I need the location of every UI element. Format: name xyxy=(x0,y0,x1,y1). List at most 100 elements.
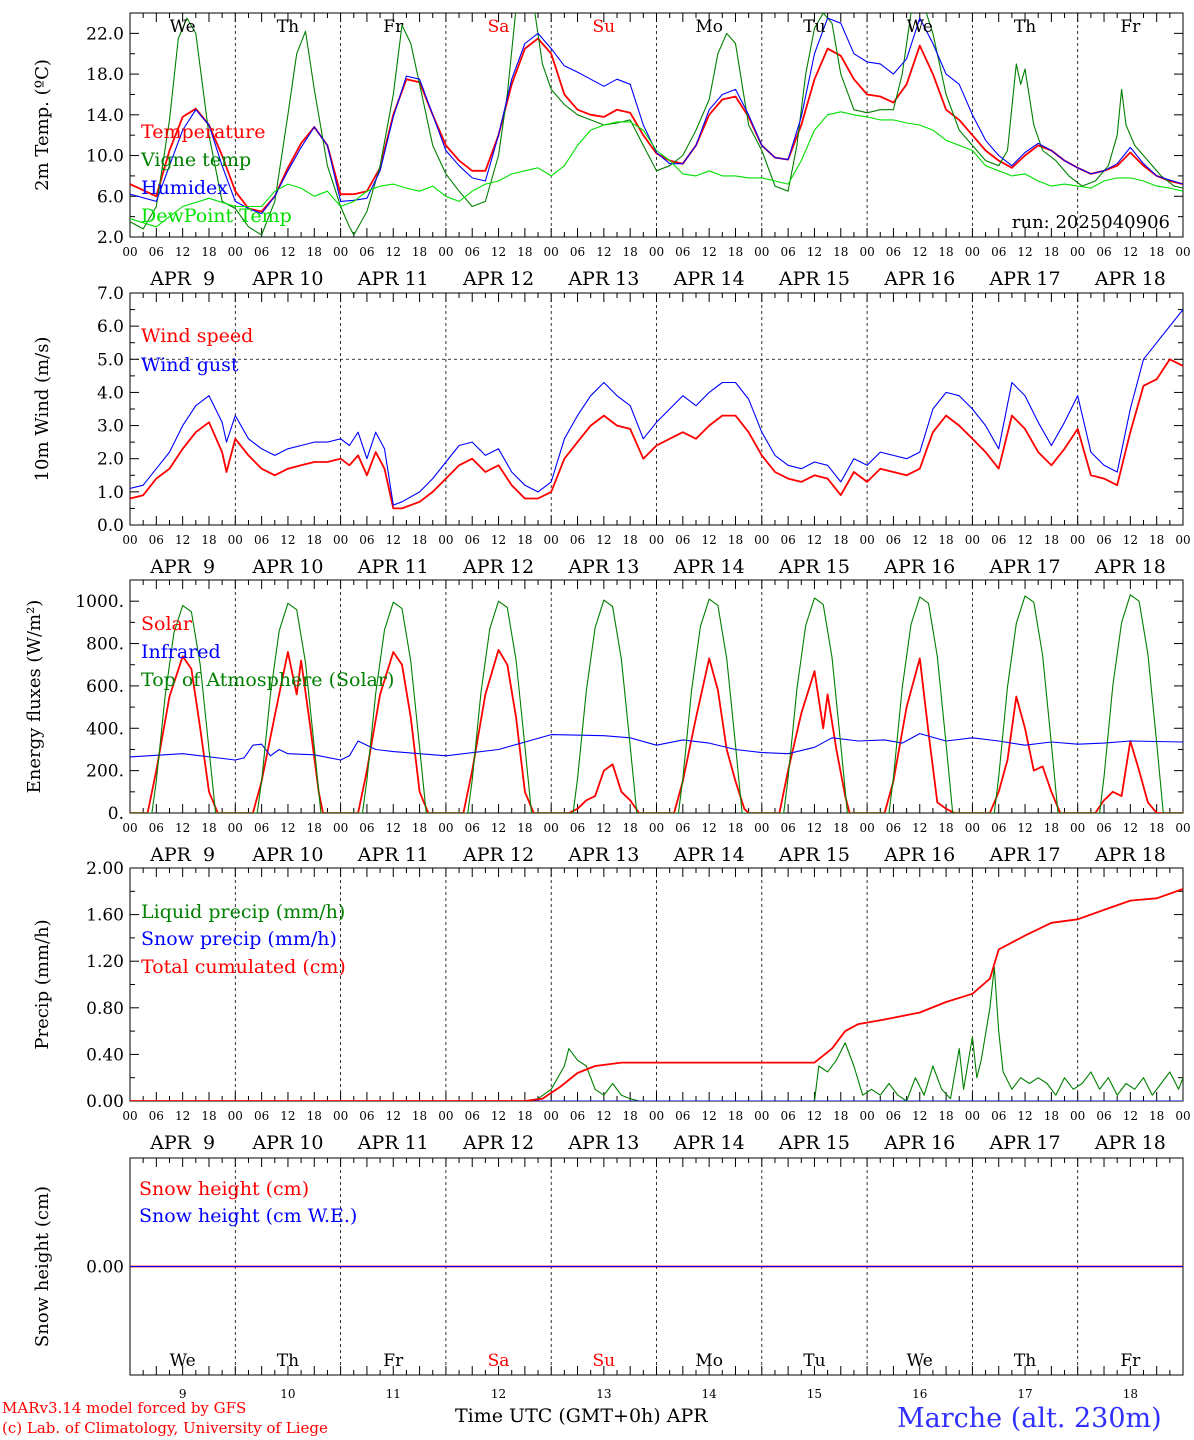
series-group xyxy=(130,594,1183,813)
hour-tick-label: 18 xyxy=(833,1109,848,1123)
hour-tick-label: 00 xyxy=(965,1109,980,1123)
date-label: APR 13 xyxy=(567,556,639,578)
legend-entry: Wind gust xyxy=(141,354,239,376)
hour-tick-label: 06 xyxy=(570,533,585,547)
hour-tick-label: 18 xyxy=(201,245,216,259)
hour-tick-label: 12 xyxy=(175,533,190,547)
hour-tick-label: 00 xyxy=(122,533,137,547)
date-label: APR 18 xyxy=(1094,1132,1166,1154)
date-label: APR 15 xyxy=(778,1132,850,1154)
hour-tick-label: 00 xyxy=(228,1109,243,1123)
hour-tick-label: 12 xyxy=(702,533,717,547)
legend-entry: Snow precip (mm/h) xyxy=(141,928,337,950)
date-label: APR 18 xyxy=(1094,556,1166,578)
day-number: 16 xyxy=(912,1387,927,1401)
hour-tick-label: 18 xyxy=(1149,533,1164,547)
date-label: APR 11 xyxy=(357,268,429,290)
hour-tick-label: 06 xyxy=(675,821,690,835)
hour-tick-label: 06 xyxy=(675,245,690,259)
hour-tick-label: 12 xyxy=(596,1109,611,1123)
hour-tick-label: 12 xyxy=(596,821,611,835)
day-number: 18 xyxy=(1123,1387,1138,1401)
hour-tick-label: 00 xyxy=(228,821,243,835)
hour-tick-label: 18 xyxy=(623,533,638,547)
series-line-dewpoint-temp xyxy=(130,111,1183,228)
hour-tick-label: 00 xyxy=(649,821,664,835)
date-label: APR 9 xyxy=(149,556,215,578)
hour-tick-label: 06 xyxy=(1096,533,1111,547)
hour-tick-label: 06 xyxy=(465,821,480,835)
day-name: Fr xyxy=(1120,17,1141,37)
date-label: APR 16 xyxy=(883,1132,955,1154)
hour-tick-label: 00 xyxy=(859,245,874,259)
y-tick-label: 0.80 xyxy=(86,999,124,1019)
date-label: APR 16 xyxy=(883,268,955,290)
hour-tick-label: 12 xyxy=(280,1109,295,1123)
date-label: APR 14 xyxy=(673,556,745,578)
hour-tick-label: 06 xyxy=(675,533,690,547)
hour-tick-label: 06 xyxy=(780,533,795,547)
hour-tick-label: 18 xyxy=(307,533,322,547)
day-name: We xyxy=(907,17,933,37)
hour-tick-label: 18 xyxy=(938,533,953,547)
hour-tick-label: 18 xyxy=(201,821,216,835)
date-label: APR 14 xyxy=(673,844,745,866)
y-tick-label: 14.0 xyxy=(86,106,124,126)
series-line-wind-gust xyxy=(130,309,1183,506)
hour-tick-label: 00 xyxy=(649,533,664,547)
hour-tick-label: 00 xyxy=(333,533,348,547)
day-name-bottom: Sa xyxy=(488,1351,510,1371)
series-line-liquid-precip-mm-h- xyxy=(130,966,1183,1101)
hour-tick-label: 06 xyxy=(254,821,269,835)
hour-tick-label: 12 xyxy=(702,245,717,259)
hour-tick-label: 18 xyxy=(307,245,322,259)
day-number: 11 xyxy=(386,1387,401,1401)
hour-tick-label: 00 xyxy=(544,245,559,259)
hour-tick-label: 06 xyxy=(465,533,480,547)
hour-tick-label: 18 xyxy=(728,533,743,547)
y-tick-label: 5.0 xyxy=(97,350,124,370)
hour-tick-label: 06 xyxy=(675,1109,690,1123)
hour-tick-label: 06 xyxy=(886,821,901,835)
y-tick-label: 0.0 xyxy=(97,516,124,536)
y-tick-label: 7.0 xyxy=(97,284,124,304)
legend-entry: Top of Atmosphere (Solar) xyxy=(141,669,394,691)
date-label: APR 13 xyxy=(567,844,639,866)
y-tick-label: 6.0 xyxy=(97,317,124,337)
date-label: APR 15 xyxy=(778,844,850,866)
hour-tick-label: 12 xyxy=(912,821,927,835)
hour-tick-label: 06 xyxy=(991,533,1006,547)
y-tick-label: 2.0 xyxy=(97,228,124,248)
day-name: Mo xyxy=(695,17,723,37)
hour-tick-label: 12 xyxy=(1123,821,1138,835)
hour-tick-label: 18 xyxy=(412,821,427,835)
hour-tick-label: 00 xyxy=(333,245,348,259)
date-label: APR 17 xyxy=(989,844,1061,866)
y-tick-label: 200. xyxy=(86,762,124,782)
hour-tick-label: 12 xyxy=(1123,245,1138,259)
hour-tick-label: 18 xyxy=(307,1109,322,1123)
hour-tick-label: 18 xyxy=(728,245,743,259)
hour-tick-label: 00 xyxy=(754,1109,769,1123)
hour-tick-label: 12 xyxy=(491,821,506,835)
hour-tick-label: 18 xyxy=(1149,245,1164,259)
date-label: APR 10 xyxy=(251,556,323,578)
y-tick-label: 0.00 xyxy=(86,1092,124,1112)
hour-tick-label: 18 xyxy=(517,245,532,259)
hour-tick-label: 06 xyxy=(991,245,1006,259)
y-tick-label: 600. xyxy=(86,677,124,697)
hour-tick-label: 00 xyxy=(1175,533,1190,547)
hour-tick-label: 12 xyxy=(1017,533,1032,547)
hour-tick-label: 06 xyxy=(254,1109,269,1123)
day-name-bottom: We xyxy=(907,1351,933,1371)
y-tick-label: 1.60 xyxy=(86,906,124,926)
hour-tick-label: 06 xyxy=(149,1109,164,1123)
hour-tick-label: 12 xyxy=(596,533,611,547)
hour-tick-label: 18 xyxy=(728,1109,743,1123)
hour-tick-label: 00 xyxy=(438,533,453,547)
hour-tick-label: 06 xyxy=(780,245,795,259)
hour-tick-label: 12 xyxy=(386,245,401,259)
date-label: APR 15 xyxy=(778,556,850,578)
hour-tick-label: 00 xyxy=(122,1109,137,1123)
date-label: APR 13 xyxy=(567,1132,639,1154)
